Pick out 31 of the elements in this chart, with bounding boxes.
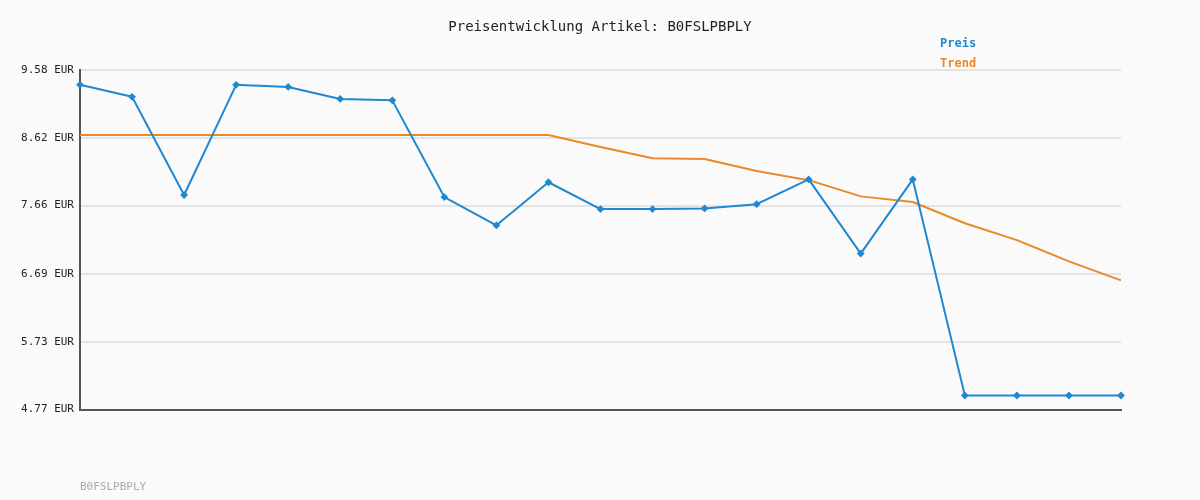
point	[1117, 391, 1125, 399]
text: Trend	[940, 56, 977, 70]
y-tick-label: 8.62 EUR	[21, 130, 75, 144]
text: B0FSLPBPLY	[80, 480, 147, 493]
point	[492, 221, 500, 229]
point	[336, 95, 344, 103]
point	[805, 175, 813, 183]
point	[857, 250, 865, 258]
point	[128, 93, 136, 101]
point	[284, 83, 292, 91]
y-tick-label: 7.66 EUR	[21, 198, 75, 212]
y-tick-label: 5.73 EUR	[21, 334, 75, 348]
point	[909, 175, 917, 183]
point	[649, 205, 657, 213]
point	[440, 193, 448, 201]
chart-title: Preisentwicklung Artikel: B0FSLPBPLY	[447, 18, 753, 34]
point	[76, 81, 84, 89]
y-tick-label: 9.58 EUR	[21, 62, 75, 76]
point	[597, 205, 604, 213]
y-tick-label: 6.69 EUR	[21, 266, 75, 280]
point	[180, 191, 188, 199]
text: Preis	[940, 36, 977, 50]
point	[544, 178, 552, 186]
point	[961, 391, 969, 399]
point	[753, 200, 761, 208]
point	[1065, 391, 1073, 399]
point	[1013, 391, 1021, 399]
point	[701, 204, 709, 212]
point	[232, 81, 240, 89]
point	[388, 96, 396, 104]
y-tick-label: 4.77 EUR	[21, 402, 75, 416]
